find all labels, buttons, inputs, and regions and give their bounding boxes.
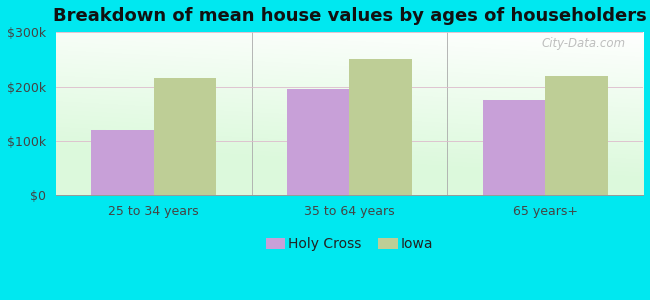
Bar xyxy=(350,59,412,195)
Legend: Holy Cross, Iowa: Holy Cross, Iowa xyxy=(261,232,439,257)
Bar xyxy=(545,76,608,195)
Bar xyxy=(287,89,350,195)
Bar xyxy=(482,100,545,195)
Bar xyxy=(91,130,153,195)
Bar xyxy=(153,78,216,195)
Text: City-Data.com: City-Data.com xyxy=(541,37,625,50)
Title: Breakdown of mean house values by ages of householders: Breakdown of mean house values by ages o… xyxy=(53,7,646,25)
